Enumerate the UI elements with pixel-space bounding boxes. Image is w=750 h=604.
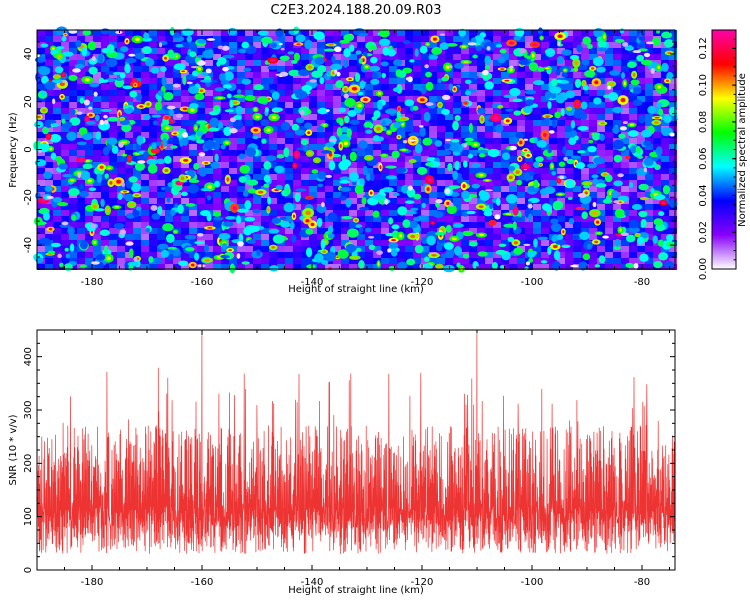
colorbar-label: Normalized spectral amplitude — [737, 73, 748, 227]
snr-y-tick-label: 0 — [23, 567, 34, 573]
colorbar-tick-label: 0.04 — [698, 184, 709, 206]
spectrogram-image — [33, 26, 677, 273]
snr-y-label: SNR (10 * v/v) — [8, 414, 19, 485]
snr-y-tick-label: 300 — [23, 400, 34, 419]
snr-x-tick-label: -100 — [521, 577, 544, 588]
colorbar-tick-label: 0.06 — [698, 148, 709, 170]
colorbar-tick-label: 0.00 — [698, 258, 709, 280]
colorbar-tick-label: 0.12 — [698, 37, 709, 59]
spectrogram-x-tick-label: -160 — [191, 277, 214, 288]
snr-y-tick-label: 400 — [23, 347, 34, 366]
spectrogram-x-label: Height of straight line (km) — [288, 284, 424, 295]
colorbar-tick-label: 0.10 — [698, 74, 709, 96]
snr-x-label: Height of straight line (km) — [288, 585, 424, 596]
spectrogram-x-tick-label: -100 — [521, 277, 544, 288]
colorbar-gradient — [712, 30, 736, 269]
snr-y-tick-label: 200 — [23, 454, 34, 473]
colorbar-tick-label: 0.08 — [698, 111, 709, 133]
spectrogram-y-tick-label: 20 — [23, 95, 34, 108]
snr-y-tick-label: 100 — [23, 507, 34, 526]
figure-title: C2E3.2024.188.20.09.R03 — [270, 3, 441, 18]
spectrogram-y-tick-label: 40 — [23, 48, 34, 61]
colorbar-tick-label: 0.02 — [698, 221, 709, 243]
snr-x-tick-label: -180 — [81, 577, 104, 588]
spectrogram-y-tick-label: -20 — [23, 189, 34, 205]
spectrogram-y-tick-label: 0 — [23, 146, 34, 152]
colorbar: 0.00 0.02 0.04 0.06 0.08 0.10 0.12 Normalized … — [698, 30, 748, 280]
spectrogram-y-tick-label: -40 — [23, 237, 34, 253]
spectrogram-y-label: Frequency (Hz) — [8, 112, 19, 188]
snr-series-line — [37, 330, 675, 554]
spectrogram-x-tick-label: -80 — [634, 277, 650, 288]
spectrogram-x-tick-label: -180 — [81, 277, 104, 288]
snr-x-tick-label: -160 — [191, 577, 214, 588]
snr-x-tick-label: -80 — [634, 577, 650, 588]
